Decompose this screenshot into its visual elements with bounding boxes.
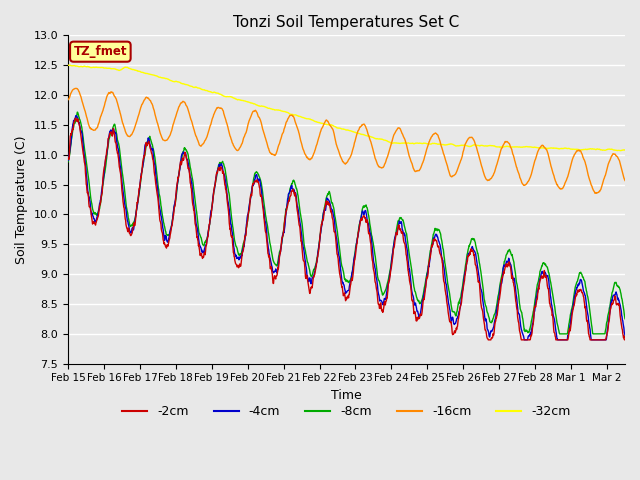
Y-axis label: Soil Temperature (C): Soil Temperature (C) <box>15 135 28 264</box>
Legend: -2cm, -4cm, -8cm, -16cm, -32cm: -2cm, -4cm, -8cm, -16cm, -32cm <box>117 400 576 423</box>
Title: Tonzi Soil Temperatures Set C: Tonzi Soil Temperatures Set C <box>234 15 460 30</box>
Text: TZ_fmet: TZ_fmet <box>74 45 127 58</box>
X-axis label: Time: Time <box>331 389 362 402</box>
